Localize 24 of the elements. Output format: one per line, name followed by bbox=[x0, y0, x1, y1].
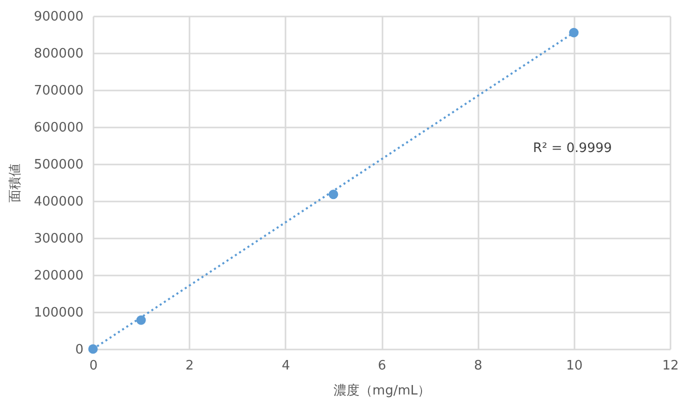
y-tick-label: 400000 bbox=[34, 194, 84, 210]
y-tick-label: 600000 bbox=[34, 120, 84, 136]
point bbox=[88, 344, 98, 354]
x-tick-label: 6 bbox=[378, 358, 386, 374]
y-axis-title: 面積値 bbox=[8, 164, 23, 202]
y-tick-label: 700000 bbox=[34, 84, 84, 98]
x-tick-label: 12 bbox=[662, 358, 679, 374]
x-tick-label: 8 bbox=[474, 358, 482, 374]
y-tick-label: 200000 bbox=[34, 268, 84, 284]
y-tick-label: 100000 bbox=[34, 306, 84, 320]
point bbox=[569, 28, 579, 38]
y-tick-label: 800000 bbox=[34, 46, 84, 62]
y-tick-label: 900000 bbox=[34, 10, 84, 24]
y-tick-label: 300000 bbox=[34, 232, 84, 246]
x-tick-label: 0 bbox=[89, 358, 98, 374]
point bbox=[328, 190, 338, 200]
y-tick-label: 0 bbox=[75, 342, 84, 358]
x-tick-label: 4 bbox=[282, 358, 290, 374]
point bbox=[136, 315, 146, 325]
x-axis-title: 濃度（mg/mL） bbox=[333, 382, 431, 398]
x-tick-label: 10 bbox=[566, 358, 583, 374]
annotation: R² = 0.9999 bbox=[533, 141, 612, 156]
y-tick-label: 500000 bbox=[34, 158, 84, 172]
x-tick-label: 2 bbox=[186, 358, 194, 374]
